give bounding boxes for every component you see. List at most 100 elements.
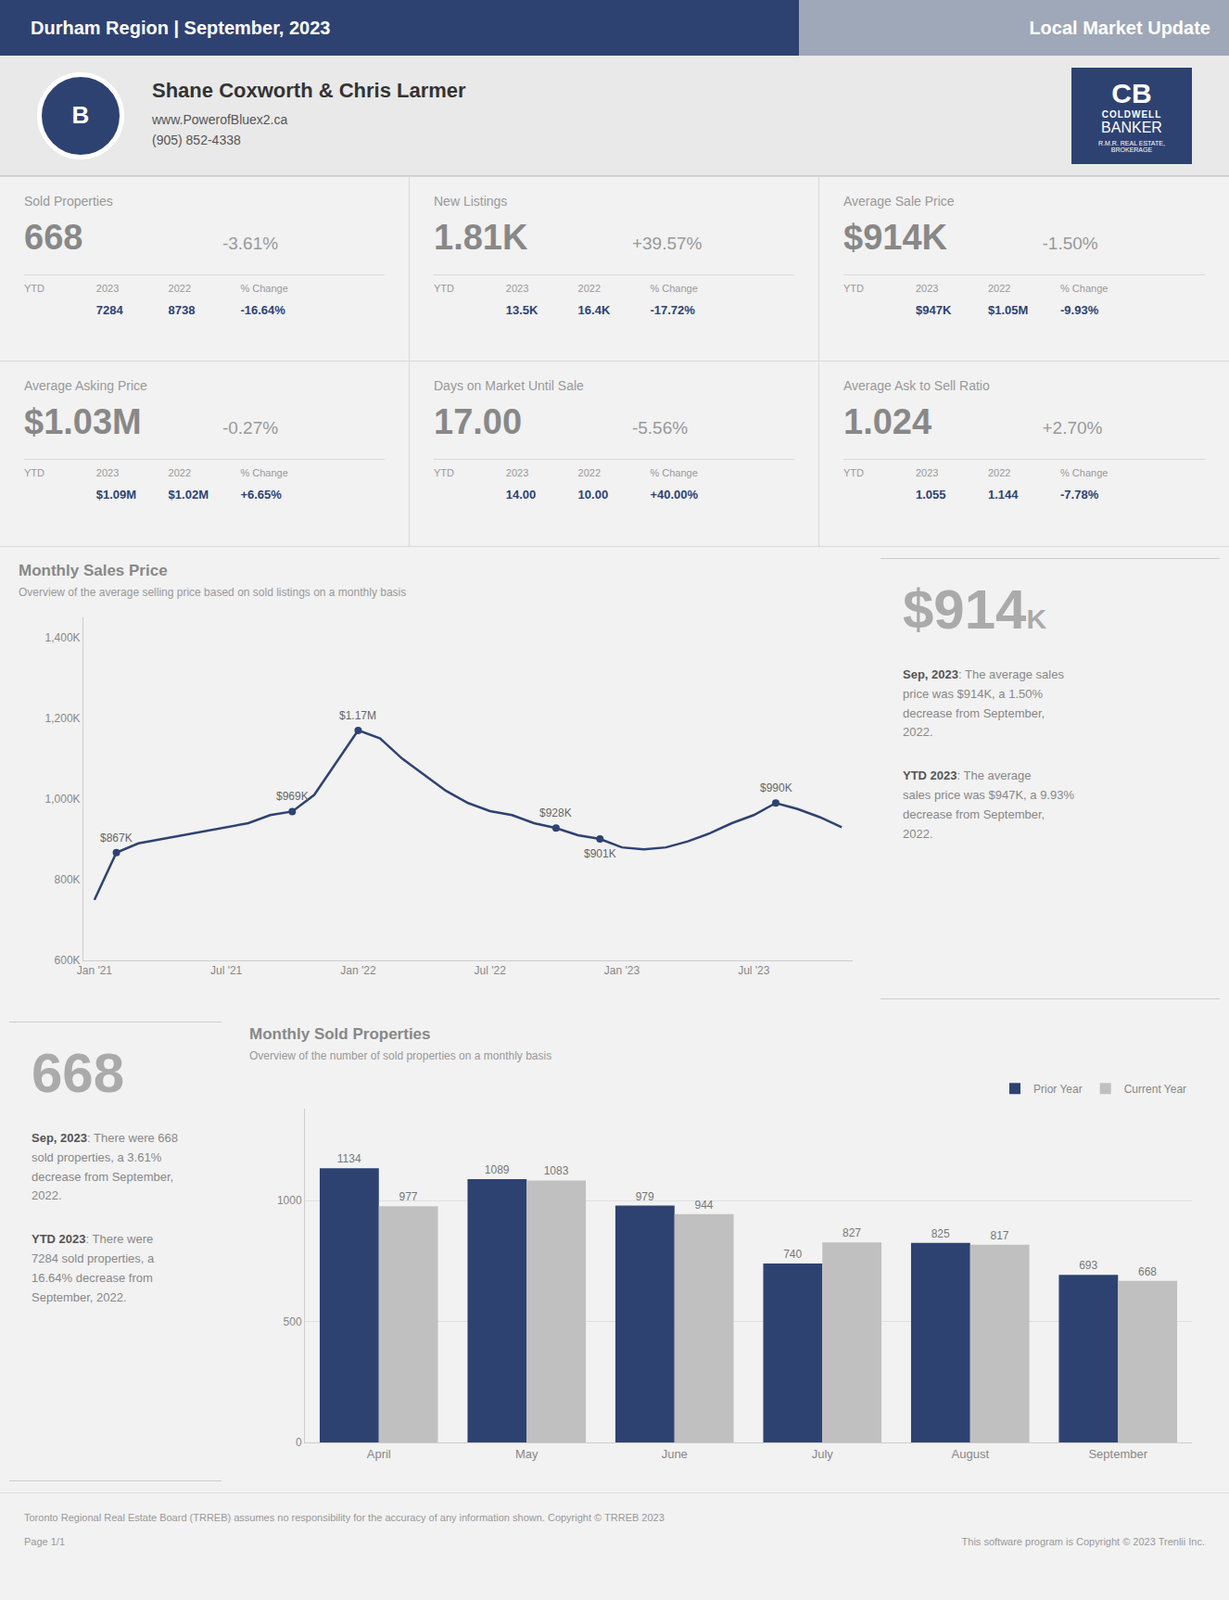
html-text:1.055: 1.055 (915, 487, 946, 502)
html-text:R.M.R. REAL ESTATE, BROKERAGE: R.M.R. REAL ESTATE, BROKERAGE (1098, 139, 1165, 153)
html-text:13.5K: 13.5K (505, 303, 539, 317)
svg-text:Jan '21: Jan '21 (76, 963, 114, 977)
svg-text:$990K: $990K (760, 781, 793, 795)
html-text:New Listings: New Listings (433, 193, 508, 209)
svg-text:Jul '21: Jul '21 (210, 963, 243, 977)
svg-text:1134: 1134 (337, 1152, 362, 1166)
html-text:Sold Properties: Sold Properties (24, 193, 113, 209)
html-text:Days on Market Until Sale: Days on Market Until Sale (433, 378, 584, 393)
html-text:www.PowerofBluex2.ca: www.PowerofBluex2.ca (152, 111, 288, 127)
svg-text:977: 977 (398, 1190, 418, 1204)
html-text:14.00: 14.00 (505, 487, 536, 502)
html-text:K: K (1026, 603, 1047, 634)
html-text:-0.27%: -0.27% (222, 418, 279, 438)
html-text:Average Sale Price: Average Sale Price (843, 193, 955, 209)
html-text:(905) 852-4338: (905) 852-4338 (152, 132, 241, 147)
html-text:668: 668 (24, 217, 83, 257)
svg-text:$969K: $969K (276, 789, 309, 803)
svg-text:$928K: $928K (539, 806, 572, 820)
svg-text:668: 668 (1138, 1265, 1157, 1279)
html-text:YTD 2023: There were 7284 sold: YTD 2023: There were 7284 sold propertie… (31, 1231, 155, 1304)
html-text:$947K: $947K (915, 303, 952, 317)
svg-text:September: September (1088, 1446, 1148, 1461)
html-text:$914: $914 (902, 578, 1027, 641)
svg-text:1089: 1089 (484, 1163, 510, 1177)
svg-text:1,200K: 1,200K (45, 711, 81, 725)
svg-text:$1.17M: $1.17M (339, 709, 377, 723)
svg-text:740: 740 (783, 1247, 802, 1261)
html-text:Shane Coxworth & Chris Larmer: Shane Coxworth & Chris Larmer (152, 78, 466, 102)
html-text:BANKER: BANKER (1101, 119, 1163, 136)
html-text:CB: CB (1111, 77, 1152, 109)
html-text:+39.57%: +39.57% (632, 233, 703, 254)
html-text:Sep, 2023: There were 668 sold: Sep, 2023: There were 668 sold propertie… (31, 1130, 178, 1203)
html-text:-3.61%: -3.61% (222, 233, 279, 254)
svg-text:Jan '23: Jan '23 (604, 963, 641, 977)
html-text:YTD 2023: The average sales pr: YTD 2023: The average sales price was $9… (902, 768, 1075, 841)
html-text:YTD: YTD (24, 282, 45, 294)
html-text:$1.03M: $1.03M (24, 402, 142, 442)
html-text:2022: 2022 (168, 282, 192, 294)
html-text:1.024: 1.024 (843, 402, 932, 442)
html-text:$1.05M: $1.05M (988, 303, 1029, 317)
html-text:8738: 8738 (168, 303, 196, 317)
html-text:$914K: $914K (843, 217, 948, 257)
svg-text:July: July (811, 1446, 835, 1461)
html-text:$1.09M: $1.09M (96, 487, 137, 502)
html-text:Monthly Sales Price: Monthly Sales Price (18, 561, 168, 580)
svg-text:$901K: $901K (583, 847, 617, 861)
svg-text:1083: 1083 (544, 1164, 570, 1178)
html-text:1.144: 1.144 (988, 487, 1019, 502)
svg-text:0: 0 (295, 1435, 303, 1449)
html-text:-9.93%: -9.93% (1060, 303, 1099, 317)
svg-text:693: 693 (1078, 1258, 1098, 1272)
html-text:B: B (71, 101, 90, 129)
html-text:-7.78%: -7.78% (1060, 487, 1099, 502)
html-text:+6.65%: +6.65% (240, 487, 282, 502)
html-text:17.00: 17.00 (433, 402, 522, 442)
svg-text:600K: 600K (54, 953, 81, 967)
svg-text:800K: 800K (54, 873, 81, 887)
html-text:$1.02M: $1.02M (168, 487, 209, 502)
svg-text:Current Year: Current Year (1124, 1082, 1187, 1096)
svg-text:979: 979 (635, 1190, 655, 1204)
html-text:Overview of the number of sold: Overview of the number of sold propertie… (249, 1049, 552, 1063)
html-text:+40.00%: +40.00% (650, 487, 699, 502)
html-text:Average Ask to Sell Ratio: Average Ask to Sell Ratio (843, 378, 990, 393)
svg-text:1,400K: 1,400K (45, 631, 81, 645)
svg-text:Jul '23: Jul '23 (737, 963, 771, 977)
svg-text:August: August (951, 1446, 990, 1461)
html-text:10.00: 10.00 (577, 487, 609, 502)
html-text:16.4K: 16.4K (577, 303, 611, 317)
html-text:668: 668 (31, 1041, 125, 1104)
html-text:% Change: % Change (240, 282, 289, 294)
svg-text:817: 817 (989, 1229, 1009, 1242)
html-text:-5.56%: -5.56% (632, 418, 688, 438)
html-text:-17.72%: -17.72% (650, 303, 695, 317)
svg-text:Jan '22: Jan '22 (340, 963, 377, 977)
html-text:-1.50%: -1.50% (1042, 233, 1099, 254)
svg-text:500: 500 (283, 1315, 303, 1329)
html-text:Average Asking Price: Average Asking Price (24, 378, 148, 393)
html-text:+2.70%: +2.70% (1042, 418, 1103, 438)
svg-text:1,000K: 1,000K (45, 792, 81, 806)
svg-text:1000: 1000 (277, 1193, 303, 1207)
svg-text:825: 825 (931, 1227, 951, 1241)
svg-text:May: May (515, 1446, 539, 1461)
html-text:Durham Region | September, 202: Durham Region | September, 2023 (30, 17, 331, 38)
svg-text:Jul '22: Jul '22 (474, 963, 507, 977)
html-text:Sep, 2023: The average sales p: Sep, 2023: The average sales price was $… (902, 667, 1065, 740)
svg-text:Prior Year: Prior Year (1033, 1082, 1083, 1096)
html-text:Overview of the average sellin: Overview of the average selling price ba… (18, 585, 407, 599)
html-text:Local Market Update: Local Market Update (1029, 17, 1211, 38)
svg-text:$867K: $867K (100, 831, 133, 845)
svg-text:June: June (661, 1446, 688, 1461)
html-text:7284: 7284 (96, 303, 123, 317)
html-text:Monthly Sold Properties: Monthly Sold Properties (249, 1025, 431, 1043)
html-text:1.81K: 1.81K (433, 217, 528, 257)
svg-text:April: April (367, 1446, 392, 1461)
svg-text:944: 944 (694, 1198, 713, 1212)
html-text:-16.64%: -16.64% (240, 303, 286, 317)
html-text:2023: 2023 (96, 282, 119, 294)
svg-text:827: 827 (842, 1226, 862, 1240)
